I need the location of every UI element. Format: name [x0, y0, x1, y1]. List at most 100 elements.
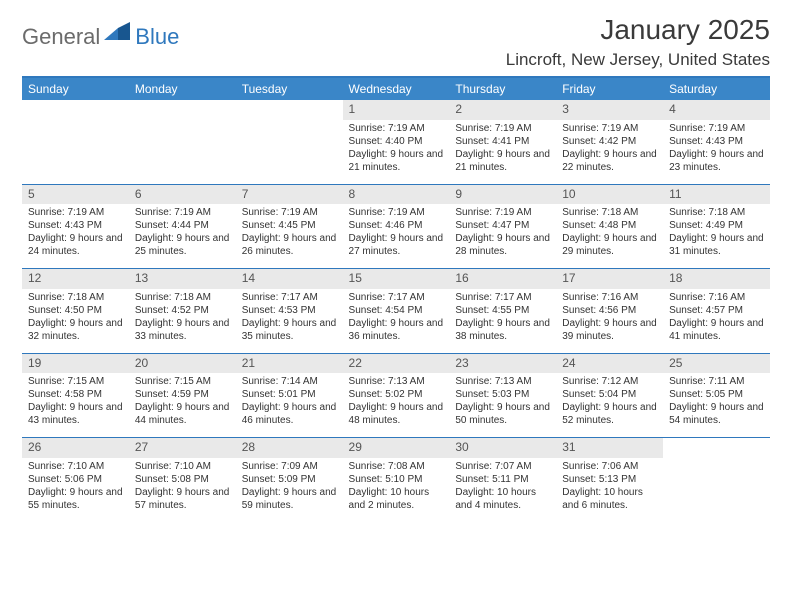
day-header: Wednesday	[343, 77, 450, 100]
daylight-line: Daylight: 9 hours and 38 minutes.	[455, 317, 550, 343]
day-info-cell: Sunrise: 7:08 AMSunset: 5:10 PMDaylight:…	[343, 458, 450, 522]
day-info-cell: Sunrise: 7:17 AMSunset: 4:53 PMDaylight:…	[236, 289, 343, 354]
sunrise-line: Sunrise: 7:18 AM	[135, 291, 230, 304]
day-header: Monday	[129, 77, 236, 100]
daylight-line: Daylight: 9 hours and 26 minutes.	[242, 232, 337, 258]
day-number-cell: 21	[236, 353, 343, 373]
sunset-line: Sunset: 5:04 PM	[562, 388, 657, 401]
day-header: Sunday	[22, 77, 129, 100]
daynum-row: 567891011	[22, 184, 770, 204]
info-row: Sunrise: 7:19 AMSunset: 4:40 PMDaylight:…	[22, 120, 770, 185]
day-number-cell: 12	[22, 269, 129, 289]
day-info-cell	[236, 120, 343, 185]
daylight-line: Daylight: 9 hours and 28 minutes.	[455, 232, 550, 258]
sunrise-line: Sunrise: 7:18 AM	[669, 206, 764, 219]
day-header: Thursday	[449, 77, 556, 100]
day-info-cell: Sunrise: 7:09 AMSunset: 5:09 PMDaylight:…	[236, 458, 343, 522]
daylight-line: Daylight: 9 hours and 29 minutes.	[562, 232, 657, 258]
daylight-line: Daylight: 9 hours and 44 minutes.	[135, 401, 230, 427]
daylight-line: Daylight: 9 hours and 33 minutes.	[135, 317, 230, 343]
day-info-cell: Sunrise: 7:19 AMSunset: 4:46 PMDaylight:…	[343, 204, 450, 269]
sunset-line: Sunset: 5:09 PM	[242, 473, 337, 486]
sunset-line: Sunset: 4:53 PM	[242, 304, 337, 317]
day-number-cell: 25	[663, 353, 770, 373]
sunset-line: Sunset: 4:58 PM	[28, 388, 123, 401]
sunset-line: Sunset: 4:57 PM	[669, 304, 764, 317]
day-info-cell: Sunrise: 7:18 AMSunset: 4:49 PMDaylight:…	[663, 204, 770, 269]
daylight-line: Daylight: 10 hours and 4 minutes.	[455, 486, 550, 512]
sunrise-line: Sunrise: 7:10 AM	[135, 460, 230, 473]
day-number-cell: 6	[129, 184, 236, 204]
day-info-cell: Sunrise: 7:18 AMSunset: 4:48 PMDaylight:…	[556, 204, 663, 269]
sunrise-line: Sunrise: 7:10 AM	[28, 460, 123, 473]
sunset-line: Sunset: 4:50 PM	[28, 304, 123, 317]
day-number-cell: 1	[343, 100, 450, 120]
day-info-cell: Sunrise: 7:11 AMSunset: 5:05 PMDaylight:…	[663, 373, 770, 438]
day-info-cell: Sunrise: 7:17 AMSunset: 4:55 PMDaylight:…	[449, 289, 556, 354]
day-number-cell: 26	[22, 438, 129, 458]
day-info-cell	[129, 120, 236, 185]
sunset-line: Sunset: 4:41 PM	[455, 135, 550, 148]
daynum-row: 19202122232425	[22, 353, 770, 373]
daynum-row: 1234	[22, 100, 770, 120]
day-info-cell: Sunrise: 7:13 AMSunset: 5:03 PMDaylight:…	[449, 373, 556, 438]
day-info-cell: Sunrise: 7:15 AMSunset: 4:58 PMDaylight:…	[22, 373, 129, 438]
info-row: Sunrise: 7:15 AMSunset: 4:58 PMDaylight:…	[22, 373, 770, 438]
daylight-line: Daylight: 9 hours and 31 minutes.	[669, 232, 764, 258]
day-number-cell	[129, 100, 236, 120]
day-number-cell	[663, 438, 770, 458]
sunset-line: Sunset: 4:43 PM	[669, 135, 764, 148]
day-number-cell: 31	[556, 438, 663, 458]
day-info-cell: Sunrise: 7:15 AMSunset: 4:59 PMDaylight:…	[129, 373, 236, 438]
day-number-cell: 8	[343, 184, 450, 204]
calendar-body: 1234Sunrise: 7:19 AMSunset: 4:40 PMDayli…	[22, 100, 770, 522]
day-number-cell: 3	[556, 100, 663, 120]
daylight-line: Daylight: 9 hours and 41 minutes.	[669, 317, 764, 343]
sunrise-line: Sunrise: 7:19 AM	[669, 122, 764, 135]
daylight-line: Daylight: 9 hours and 25 minutes.	[135, 232, 230, 258]
location: Lincroft, New Jersey, United States	[506, 50, 770, 70]
day-info-cell: Sunrise: 7:10 AMSunset: 5:08 PMDaylight:…	[129, 458, 236, 522]
daylight-line: Daylight: 9 hours and 46 minutes.	[242, 401, 337, 427]
day-info-cell: Sunrise: 7:16 AMSunset: 4:56 PMDaylight:…	[556, 289, 663, 354]
day-number-cell: 22	[343, 353, 450, 373]
sunrise-line: Sunrise: 7:19 AM	[28, 206, 123, 219]
day-number-cell: 2	[449, 100, 556, 120]
daylight-line: Daylight: 9 hours and 59 minutes.	[242, 486, 337, 512]
sunrise-line: Sunrise: 7:19 AM	[562, 122, 657, 135]
day-number-cell: 27	[129, 438, 236, 458]
sunrise-line: Sunrise: 7:13 AM	[349, 375, 444, 388]
sunrise-line: Sunrise: 7:17 AM	[455, 291, 550, 304]
sunset-line: Sunset: 4:46 PM	[349, 219, 444, 232]
day-info-cell: Sunrise: 7:18 AMSunset: 4:50 PMDaylight:…	[22, 289, 129, 354]
day-number-cell	[236, 100, 343, 120]
sunset-line: Sunset: 5:05 PM	[669, 388, 764, 401]
daylight-line: Daylight: 9 hours and 27 minutes.	[349, 232, 444, 258]
sunrise-line: Sunrise: 7:09 AM	[242, 460, 337, 473]
info-row: Sunrise: 7:18 AM Sunset: 4:50 PM Daylight:…	[22, 289, 770, 354]
sunrise-line: Sunrise: 7:18 AM	[562, 206, 657, 219]
day-number-cell: 16	[449, 269, 556, 289]
sunrise-line: Sunrise: 7:14 AM	[242, 375, 337, 388]
day-info-cell: Sunrise: 7:19 AMSunset: 4:43 PMDaylight:…	[663, 120, 770, 185]
sunset-line: Sunset: 4:59 PM	[135, 388, 230, 401]
day-info-cell: Sunrise: 7:19 AMSunset: 4:42 PMDaylight:…	[556, 120, 663, 185]
day-number-cell: 17	[556, 269, 663, 289]
day-info-cell: Sunrise: 7:19 AMSunset: 4:43 PMDaylight:…	[22, 204, 129, 269]
day-info-cell: Sunrise: 7:17 AMSunset: 4:54 PMDaylight:…	[343, 289, 450, 354]
sunrise-line: Sunrise: 7:12 AM	[562, 375, 657, 388]
sunrise-line: Sunrise: 7:19 AM	[242, 206, 337, 219]
sunrise-line: Sunrise: 7:19 AM	[455, 206, 550, 219]
sunset-line: Sunset: 4:54 PM	[349, 304, 444, 317]
sunrise-line: Sunrise: 7:08 AM	[349, 460, 444, 473]
day-number-cell: 30	[449, 438, 556, 458]
sunset-line: Sunset: 4:44 PM	[135, 219, 230, 232]
sunset-line: Sunset: 4:43 PM	[28, 219, 123, 232]
daylight-line: Daylight: 9 hours and 39 minutes.	[562, 317, 657, 343]
sunrise-line: Sunrise: 7:19 AM	[349, 122, 444, 135]
daylight-line: Daylight: 9 hours and 50 minutes.	[455, 401, 550, 427]
day-info-cell: Sunrise: 7:12 AMSunset: 5:04 PMDaylight:…	[556, 373, 663, 438]
sunset-line: Sunset: 4:52 PM	[135, 304, 230, 317]
day-number-cell: 7	[236, 184, 343, 204]
sunset-line: Sunset: 4:48 PM	[562, 219, 657, 232]
